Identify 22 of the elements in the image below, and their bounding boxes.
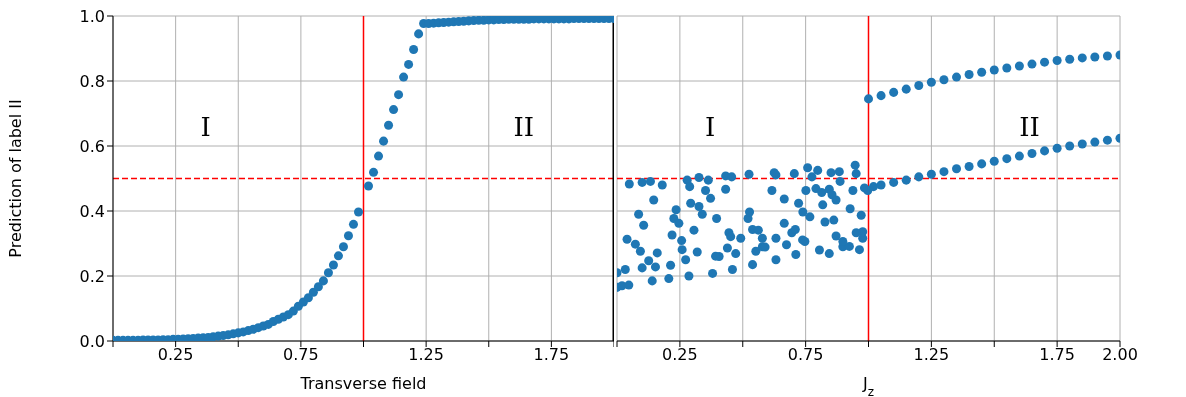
x-tick-label: 0.75: [283, 345, 319, 365]
annotation: II: [1019, 112, 1040, 142]
y-tick-label: 0.6: [79, 136, 105, 156]
annotation: I: [704, 112, 716, 142]
x-axis-title: Transverse field: [299, 374, 427, 393]
x-tick-label: 1.75: [533, 345, 570, 365]
y-axis-title: Prediction of label II: [6, 99, 25, 258]
y-tick-label: 0.0: [79, 331, 105, 351]
x-tick-label: 2.00: [1102, 345, 1138, 365]
y-tick-label: 0.2: [79, 266, 105, 286]
y-tick-label: 0.4: [79, 201, 105, 221]
x-tick-label: 1.25: [408, 345, 444, 365]
y-tick-label: 0.8: [79, 71, 105, 91]
y-tick-label: 1.0: [79, 6, 105, 26]
annotation: II: [513, 112, 535, 142]
x-tick-label: 1.75: [1039, 345, 1075, 365]
x-tick-label: 0.25: [662, 345, 698, 365]
x-tick-label: 0.25: [157, 345, 194, 365]
x-tick-label: 1.25: [913, 345, 950, 365]
x-tick-label: 0.75: [787, 345, 824, 365]
annotation: I: [200, 112, 211, 142]
x-axis-title: J$_{z}$: [861, 374, 875, 397]
